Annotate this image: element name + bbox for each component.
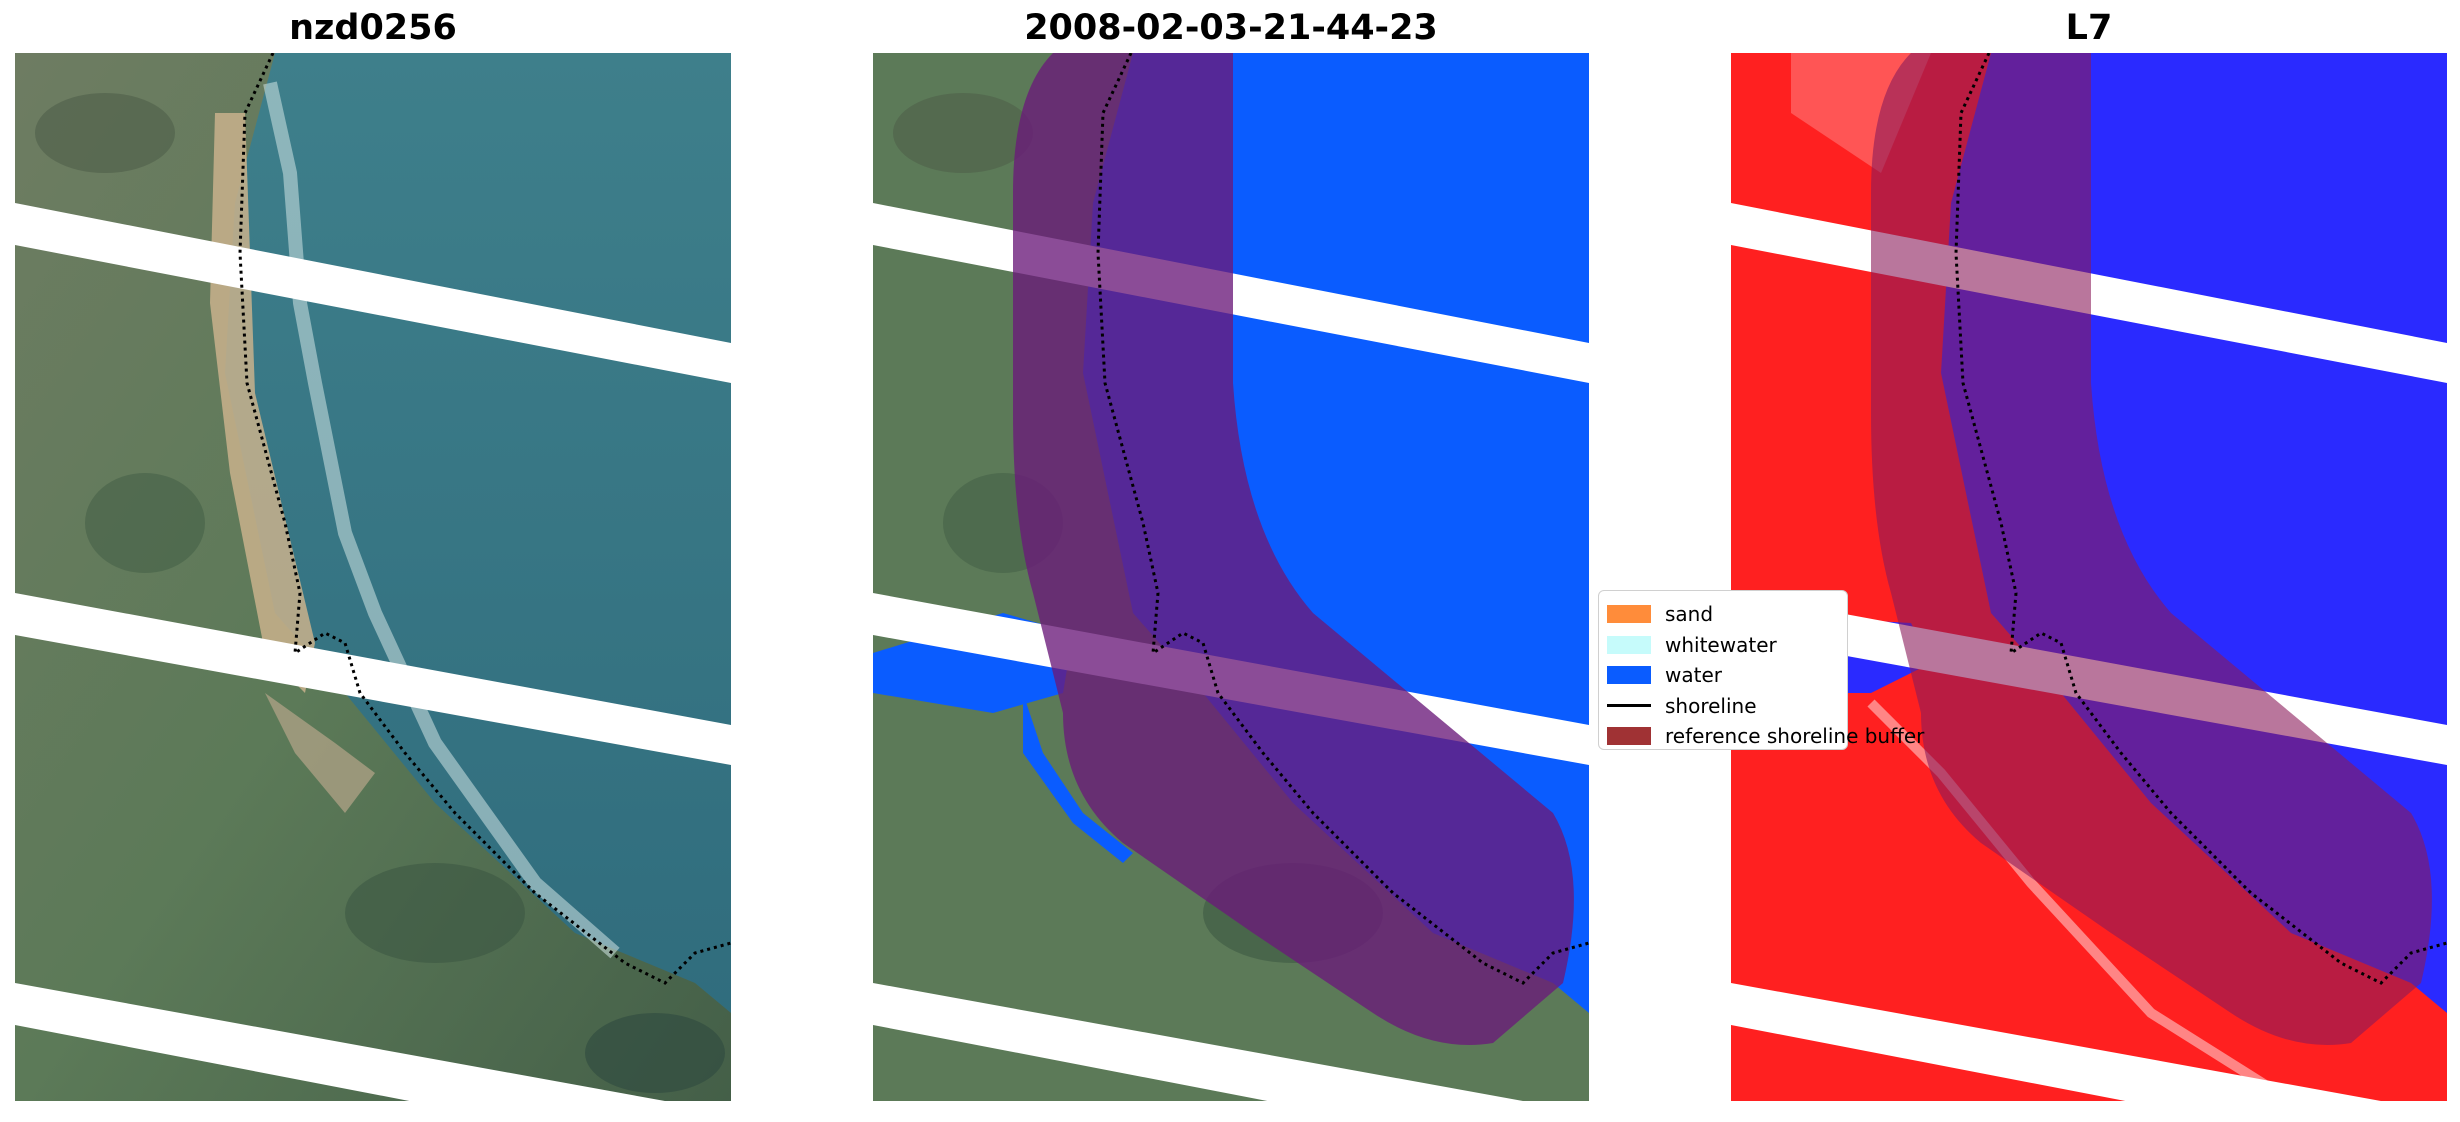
legend-swatch-sand [1607, 605, 1651, 624]
legend-label: whitewater [1665, 632, 1777, 657]
legend-label: water [1665, 663, 1722, 688]
legend-item-whitewater: whitewater [1607, 630, 1847, 661]
legend-swatch-reference [1607, 727, 1651, 746]
panel-title-classified: 2008-02-03-21-44-23 [1024, 8, 1438, 48]
legend-item-sand: sand [1607, 599, 1847, 630]
legend-swatch-shoreline [1607, 704, 1651, 708]
legend-label: shoreline [1665, 693, 1757, 718]
legend-label: reference shoreline buffer [1665, 724, 1925, 749]
legend-swatch-water [1607, 666, 1651, 685]
legend-item-shoreline: shoreline [1607, 691, 1847, 722]
index-image [1731, 53, 2447, 1101]
classified-image [873, 53, 1589, 1101]
panel-title-index: L7 [2065, 8, 2113, 48]
legend: sand whitewater water shoreline referenc… [1598, 590, 1924, 752]
legend-item-water: water [1607, 660, 1847, 691]
legend-swatch-whitewater [1607, 635, 1651, 654]
panel-title-rgb: nzd0256 [289, 8, 457, 48]
legend-label: sand [1665, 602, 1714, 627]
rgb-satellite-image [15, 53, 731, 1101]
legend-item-reference: reference shoreline buffer [1607, 721, 1924, 752]
